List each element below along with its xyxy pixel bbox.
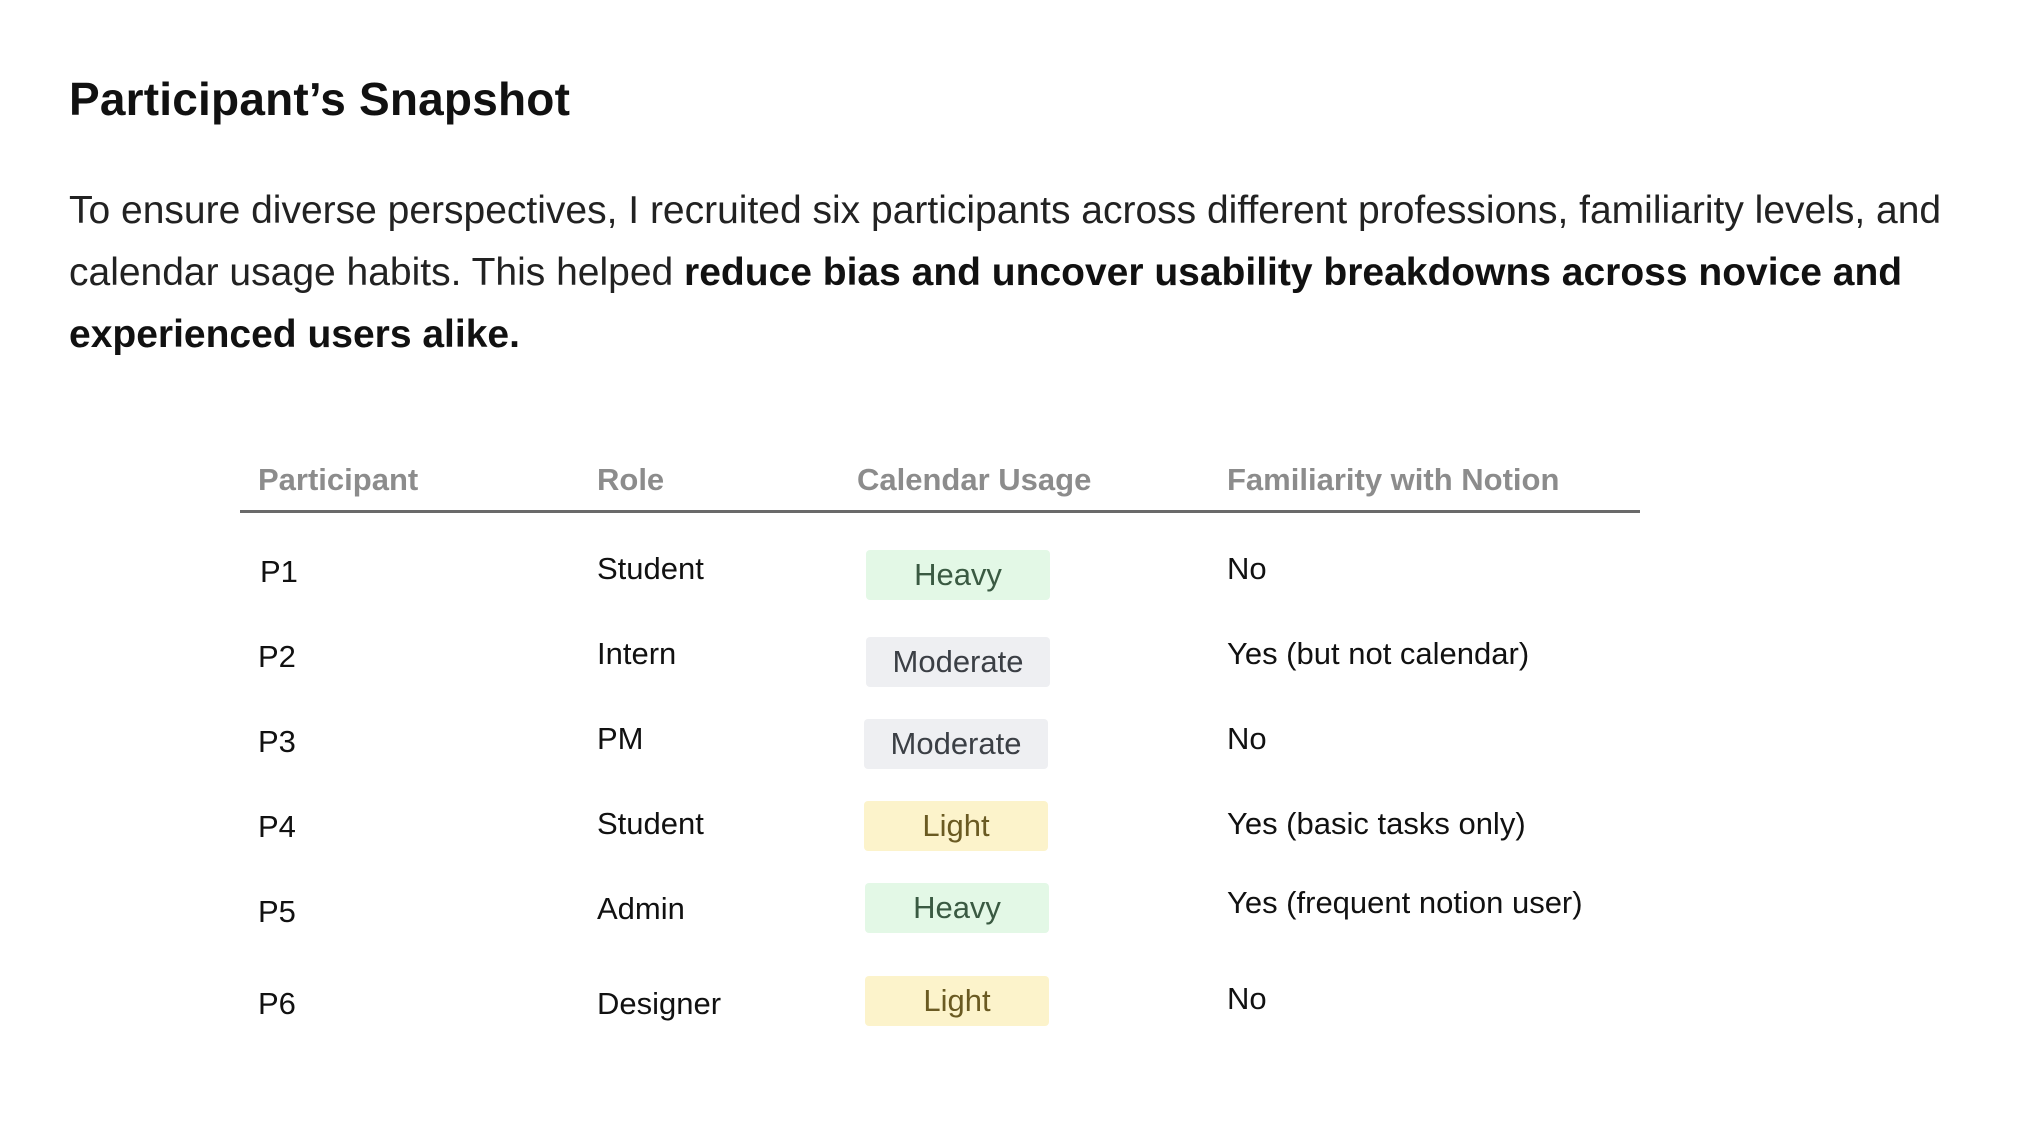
intro-text: To ensure diverse perspectives, I recrui… <box>69 189 1942 294</box>
cell-role: PM <box>597 721 644 756</box>
intro-paragraph: To ensure diverse perspectives, I recrui… <box>69 180 1949 366</box>
header-participant: Participant <box>258 462 419 497</box>
cell-role: Student <box>597 806 704 841</box>
cell-participant: P1 <box>260 554 298 589</box>
cell-familiarity: Yes (frequent notion user) <box>1227 885 1583 920</box>
header-divider <box>240 510 1640 513</box>
usage-badge: Heavy <box>865 883 1049 933</box>
cell-familiarity: Yes (basic tasks only) <box>1227 806 1526 841</box>
participants-table: Participant Role Calendar Usage Familiar… <box>240 440 1640 1040</box>
usage-badge: Light <box>865 976 1049 1026</box>
cell-participant: P6 <box>258 986 296 1021</box>
intro-emphasis: reduce bias and uncover usability breakd… <box>69 251 1903 356</box>
cell-familiarity: No <box>1227 981 1267 1016</box>
usage-badge: Heavy <box>866 550 1050 600</box>
cell-familiarity: No <box>1227 721 1267 756</box>
cell-participant: P4 <box>258 809 296 844</box>
usage-badge: Light <box>864 801 1048 851</box>
cell-role: Student <box>597 551 704 586</box>
usage-badge: Moderate <box>866 637 1050 687</box>
header-calendar-usage: Calendar Usage <box>857 462 1092 497</box>
cell-familiarity: Yes (but not calendar) <box>1227 636 1530 671</box>
cell-role: Admin <box>597 891 685 926</box>
cell-familiarity: No <box>1227 551 1267 586</box>
header-familiarity: Familiarity with Notion <box>1227 462 1560 497</box>
usage-badge: Moderate <box>864 719 1048 769</box>
page-title: Participant’s Snapshot <box>69 73 571 125</box>
cell-role: Intern <box>597 636 677 671</box>
cell-participant: P2 <box>258 639 296 674</box>
cell-role: Designer <box>597 986 722 1021</box>
cell-participant: P3 <box>258 724 296 759</box>
cell-participant: P5 <box>258 894 296 929</box>
header-role: Role <box>597 462 665 497</box>
